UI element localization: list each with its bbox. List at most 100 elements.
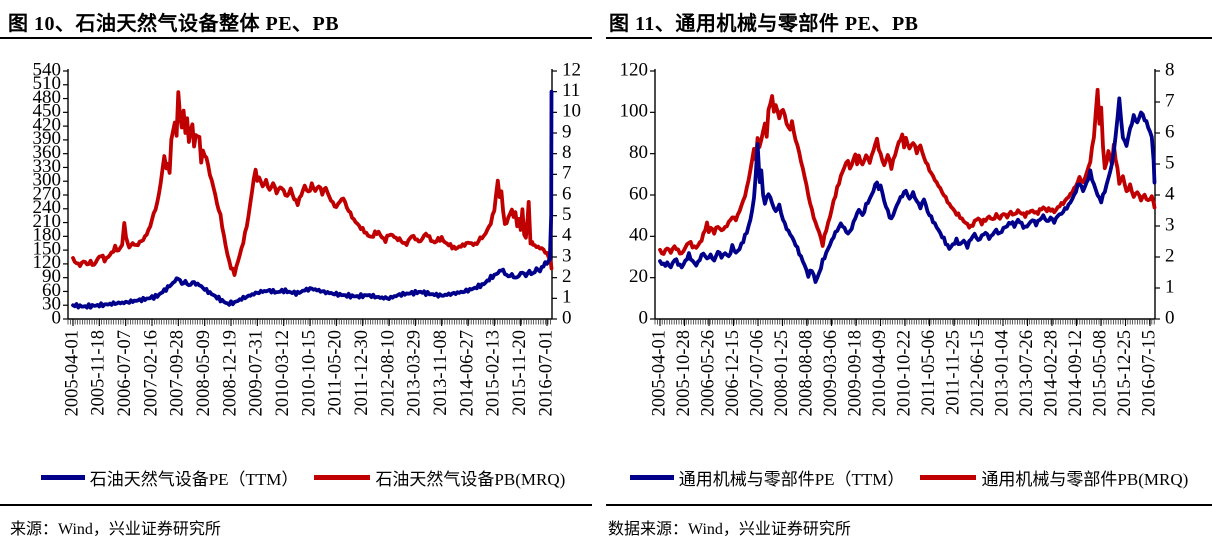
svg-text:4: 4 [562,225,572,246]
figure-panel-oil-gas: 图 10、石油天然气设备整体 PE、PB 0 30 60 90 120 150 180 210… [0,13,592,538]
svg-text:240: 240 [33,197,62,218]
svg-text:8: 8 [1165,59,1175,80]
svg-text:2015-05-08: 2015-05-08 [1090,330,1110,416]
svg-text:80: 80 [629,142,648,163]
svg-text:6: 6 [1165,121,1175,142]
svg-text:2014-02-28: 2014-02-28 [1041,330,1061,416]
svg-text:330: 330 [33,156,62,177]
svg-text:2009-09-18: 2009-09-18 [845,330,865,416]
svg-text:270: 270 [33,183,62,204]
svg-text:2008-08-08: 2008-08-08 [796,330,816,416]
svg-text:390: 390 [33,128,62,149]
svg-text:2015-02-13: 2015-02-13 [484,330,504,416]
svg-text:1: 1 [562,287,572,308]
source-text: 数据来源：Wind，兴业证券研究所 [608,521,851,538]
svg-text:5: 5 [1165,152,1175,173]
svg-text:2015-11-20: 2015-11-20 [510,330,530,416]
svg-text:2013-07-26: 2013-07-26 [1017,330,1037,416]
svg-text:480: 480 [33,87,62,108]
legend-item-pe: 通用机械与零部件PE（TTM） [629,465,905,490]
svg-text:4: 4 [1165,183,1175,204]
svg-text:20: 20 [629,266,648,287]
svg-text:420: 420 [33,114,62,135]
chart-legend: 通用机械与零部件PE（TTM） 通用机械与零部件PB(MRQ) [606,451,1212,504]
svg-text:7: 7 [1165,90,1175,111]
svg-text:12: 12 [562,59,581,80]
svg-text:2010-04-09: 2010-04-09 [870,330,890,416]
svg-text:2014-09-12: 2014-09-12 [1066,330,1086,416]
svg-text:100: 100 [620,101,649,122]
svg-text:0: 0 [52,307,62,328]
svg-text:510: 510 [33,73,62,94]
svg-text:11: 11 [562,80,580,101]
svg-text:0: 0 [639,307,649,328]
svg-text:0: 0 [562,307,572,328]
svg-text:2016-07-01: 2016-07-01 [536,330,556,416]
svg-text:2007-07-06: 2007-07-06 [747,330,767,416]
svg-text:0: 0 [1165,307,1175,328]
figure-panel-machinery: 图 11、通用机械与零部件 PE、PB 0 20 40 60 80 100 120 0 1 2 3 4… [606,0,1212,543]
svg-text:2012-08-10: 2012-08-10 [378,330,398,416]
svg-text:120: 120 [33,252,62,273]
svg-text:2008-01-25: 2008-01-25 [772,330,792,416]
svg-text:2009-03-06: 2009-03-06 [821,330,841,416]
legend-line-swatch-pe [629,475,674,480]
svg-text:2011-12-30: 2011-12-30 [352,330,372,416]
legend-label-pe: 石油天然气设备PE（TTM） [89,470,299,489]
figure-title: 图 11、通用机械与零部件 PE、PB [609,13,919,35]
figure-title: 图 10、石油天然气设备整体 PE、PB [8,13,340,35]
svg-text:2006-12-15: 2006-12-15 [723,330,743,416]
svg-text:10: 10 [562,101,581,122]
legend-label-pe: 通用机械与零部件PE（TTM） [678,470,905,489]
svg-text:90: 90 [42,266,61,287]
svg-text:2006-07-07: 2006-07-07 [115,330,135,416]
svg-text:2014-06-27: 2014-06-27 [457,330,477,416]
svg-text:2: 2 [562,266,572,287]
svg-text:300: 300 [33,170,62,191]
svg-text:2006-05-26: 2006-05-26 [698,330,718,416]
svg-text:2016-07-15: 2016-07-15 [1139,330,1159,416]
svg-text:3: 3 [562,245,572,266]
svg-text:2013-01-04: 2013-01-04 [992,330,1012,416]
title-rule [606,37,1212,39]
svg-text:3: 3 [1165,214,1175,235]
svg-text:120: 120 [620,59,649,80]
svg-text:5: 5 [562,204,572,225]
svg-text:180: 180 [33,225,62,246]
svg-text:2010-10-15: 2010-10-15 [299,330,319,416]
svg-text:2010-10-22: 2010-10-22 [894,330,914,416]
svg-text:2011-05-20: 2011-05-20 [326,330,346,416]
svg-text:40: 40 [629,225,648,246]
svg-text:7: 7 [562,163,572,184]
svg-text:1: 1 [1165,276,1175,297]
title-rule [0,37,592,39]
legend-line-swatch-pb [314,475,371,480]
svg-text:60: 60 [629,183,648,204]
legend-line-swatch-pb [920,475,977,480]
svg-text:450: 450 [33,101,62,122]
svg-text:360: 360 [33,142,62,163]
source-rule [606,504,1212,506]
svg-text:2: 2 [1165,245,1175,266]
legend-item-pb: 通用机械与零部件PB(MRQ) [920,465,1188,490]
svg-text:2015-12-25: 2015-12-25 [1115,330,1135,416]
svg-text:2005-04-01: 2005-04-01 [649,330,669,416]
svg-text:2008-05-09: 2008-05-09 [194,330,214,416]
source-rule [0,504,592,506]
legend-label-pb: 通用机械与零部件PB(MRQ) [981,470,1189,489]
source-text: 来源：Wind，兴业证券研究所 [10,521,221,538]
svg-text:8: 8 [562,142,572,163]
svg-text:2005-11-18: 2005-11-18 [89,330,109,416]
svg-text:30: 30 [42,294,61,315]
svg-text:2011-11-25: 2011-11-25 [943,330,963,415]
legend-item-pe: 石油天然气设备PE（TTM） [40,465,299,490]
svg-text:2007-09-28: 2007-09-28 [168,330,188,416]
svg-text:2010-03-12: 2010-03-12 [273,330,293,416]
svg-text:2008-12-19: 2008-12-19 [220,330,240,416]
svg-text:2009-07-31: 2009-07-31 [247,330,267,416]
machinery-pe-pb-chart: 0 20 40 60 80 100 120 0 1 2 3 4 5 6 7 8 2005-04-01 2005-1… [620,59,1176,416]
legend-item-pb: 石油天然气设备PB(MRQ) [314,465,565,490]
svg-text:2013-03-29: 2013-03-29 [405,330,425,416]
svg-text:2007-02-16: 2007-02-16 [141,330,161,416]
